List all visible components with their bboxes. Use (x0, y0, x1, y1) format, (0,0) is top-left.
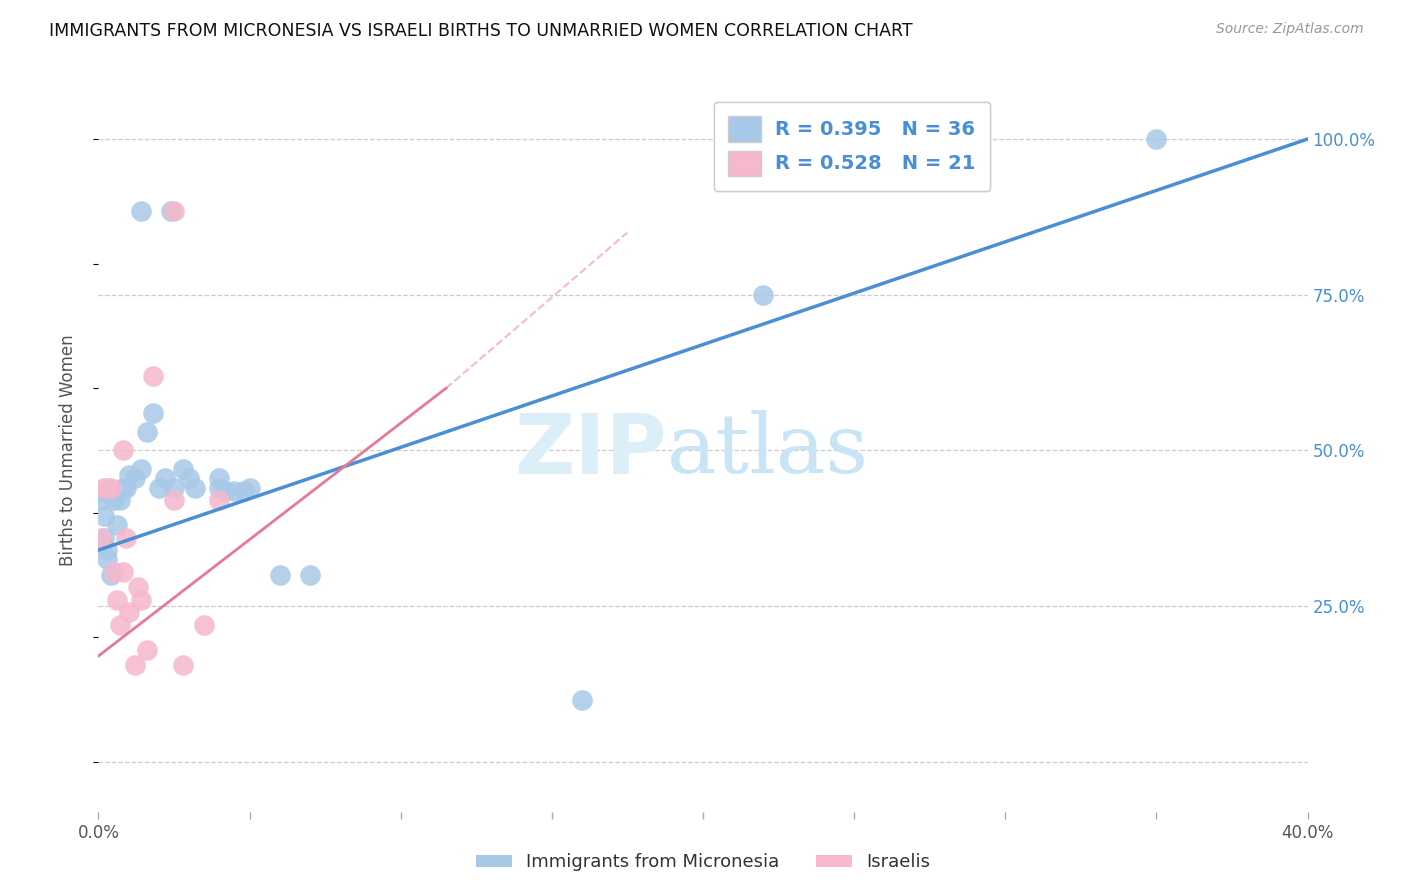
Point (118, 606, 141, 620)
Point (96, 552, 118, 566)
Point (752, 287, 775, 301)
Point (124, 471, 146, 485)
Point (114, 481, 136, 495)
Point (208, 481, 231, 495)
Point (232, 483, 254, 498)
Point (172, 462, 194, 476)
Point (127, 581, 149, 595)
Point (105, 593, 128, 607)
Point (103, 565, 125, 579)
Point (163, 493, 186, 508)
Point (93, 508, 115, 523)
Point (90, 493, 112, 508)
Point (96, 543, 118, 558)
Text: Source: ZipAtlas.com: Source: ZipAtlas.com (1216, 22, 1364, 37)
Point (103, 493, 125, 508)
Point (111, 443, 134, 458)
Legend: R = 0.395   N = 36, R = 0.528   N = 21: R = 0.395 N = 36, R = 0.528 N = 21 (714, 102, 990, 191)
Point (142, 368, 165, 383)
Point (193, 618, 215, 632)
Point (153, 471, 176, 485)
Point (571, 692, 593, 706)
Point (163, 481, 186, 495)
Point (135, 425, 157, 439)
Point (172, 658, 194, 673)
Text: atlas: atlas (666, 410, 869, 491)
Point (90, 531, 112, 545)
Point (269, 568, 291, 582)
Text: ZIP: ZIP (515, 410, 666, 491)
Point (224, 483, 246, 498)
Point (179, 471, 201, 485)
Point (160, 203, 183, 218)
Point (90, 483, 112, 498)
Point (100, 481, 122, 495)
Point (129, 203, 152, 218)
Point (129, 593, 152, 607)
Point (184, 481, 207, 495)
Point (148, 481, 170, 495)
Y-axis label: Births to Unmarried Women: Births to Unmarried Women (59, 334, 77, 566)
Point (111, 481, 134, 495)
Point (208, 493, 231, 508)
Point (105, 518, 128, 533)
Point (118, 468, 141, 483)
Point (93, 531, 115, 545)
Point (142, 406, 165, 420)
Point (299, 568, 322, 582)
Point (208, 471, 231, 485)
Legend: Immigrants from Micronesia, Israelis: Immigrants from Micronesia, Israelis (468, 847, 938, 879)
Point (108, 618, 131, 632)
Point (93, 481, 115, 495)
Point (111, 565, 134, 579)
Text: IMMIGRANTS FROM MICRONESIA VS ISRAELI BIRTHS TO UNMARRIED WOMEN CORRELATION CHAR: IMMIGRANTS FROM MICRONESIA VS ISRAELI BI… (49, 22, 912, 40)
Point (129, 462, 152, 476)
Point (108, 493, 131, 508)
Point (124, 658, 146, 673)
Point (100, 568, 122, 582)
Point (239, 481, 262, 495)
Point (114, 531, 136, 545)
Point (135, 642, 157, 657)
Point (1144, 132, 1167, 146)
Point (214, 483, 236, 498)
Point (96, 481, 118, 495)
Point (163, 203, 186, 218)
